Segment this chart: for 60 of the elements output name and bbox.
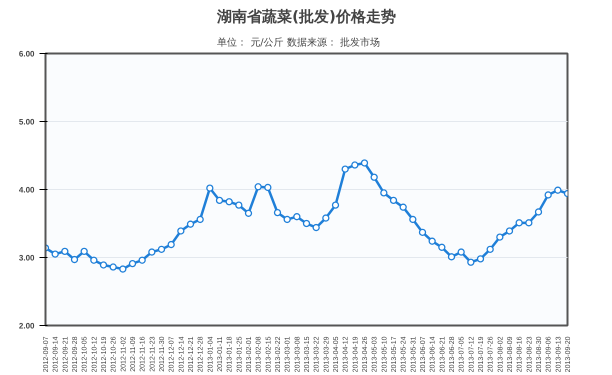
point xyxy=(264,184,272,192)
point xyxy=(158,246,166,253)
point xyxy=(80,248,88,256)
point xyxy=(196,216,204,224)
point xyxy=(110,263,117,271)
point xyxy=(534,208,542,216)
point xyxy=(90,256,98,264)
point xyxy=(148,248,156,256)
point xyxy=(186,220,194,228)
point xyxy=(284,216,291,224)
point xyxy=(438,244,446,251)
point xyxy=(293,213,300,220)
y-tick-label: 4.00 xyxy=(18,186,36,194)
point xyxy=(302,220,310,228)
point xyxy=(322,214,330,222)
point xyxy=(418,228,426,236)
y-tick-label: 2.00 xyxy=(18,322,36,330)
point xyxy=(554,186,562,194)
point xyxy=(496,233,504,241)
point xyxy=(226,198,233,206)
y-tick-label: 3.00 xyxy=(18,254,36,262)
chart-subtitle: 单位： 元/公斤 数据来源： 批发市场 xyxy=(217,36,380,48)
point xyxy=(476,255,484,263)
point xyxy=(448,253,456,260)
point xyxy=(244,210,252,217)
point xyxy=(360,159,368,167)
point xyxy=(486,246,494,253)
point xyxy=(544,191,552,199)
chart-title: 湖南省蔬菜(批发)价格走势 xyxy=(216,8,396,26)
point xyxy=(458,248,465,256)
point xyxy=(177,227,184,235)
point xyxy=(216,196,224,204)
point xyxy=(409,216,416,224)
point xyxy=(380,189,388,197)
point xyxy=(516,219,523,226)
point xyxy=(138,256,146,264)
point xyxy=(119,265,126,273)
point xyxy=(506,227,514,235)
point xyxy=(351,161,358,169)
point xyxy=(70,256,78,264)
point xyxy=(525,219,532,226)
point xyxy=(235,201,242,209)
y-tick-label: 6.00 xyxy=(18,50,36,58)
point xyxy=(128,260,136,268)
y-tick-label: 5.00 xyxy=(18,118,36,126)
point xyxy=(274,208,282,216)
point xyxy=(428,238,436,245)
point xyxy=(400,204,407,211)
point xyxy=(206,184,214,192)
point xyxy=(168,240,175,248)
point xyxy=(467,258,474,266)
point xyxy=(390,196,398,204)
point xyxy=(61,248,68,256)
point xyxy=(254,183,262,190)
point xyxy=(52,250,59,258)
point xyxy=(100,261,108,269)
point xyxy=(342,165,349,173)
point xyxy=(332,201,340,209)
point xyxy=(370,174,378,181)
point xyxy=(312,224,320,232)
